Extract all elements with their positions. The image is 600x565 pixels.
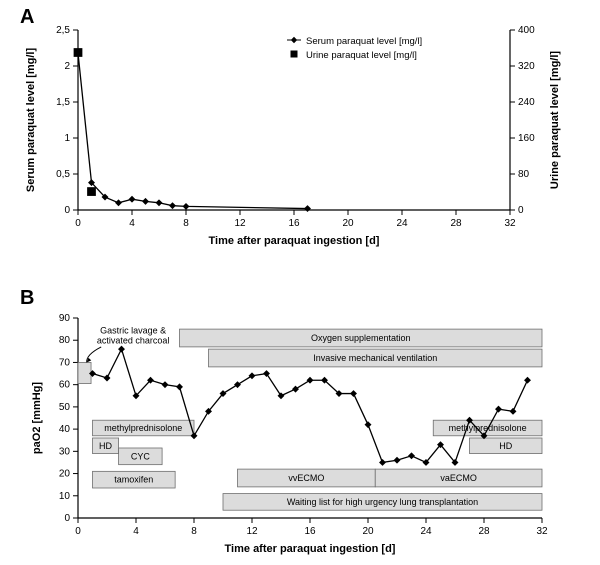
svg-text:Urine paraquat level [mg/l]: Urine paraquat level [mg/l] xyxy=(306,50,417,61)
svg-text:4: 4 xyxy=(133,526,139,537)
svg-text:0: 0 xyxy=(75,526,81,537)
svg-text:240: 240 xyxy=(518,97,535,108)
svg-text:32: 32 xyxy=(536,526,548,537)
panel-a-chart: 04812162024283200,511,522,50801602403204… xyxy=(0,0,600,290)
panel-a-label: A xyxy=(20,6,34,29)
svg-text:Urine paraquat level [mg/l]: Urine paraquat level [mg/l] xyxy=(549,51,561,189)
svg-text:320: 320 xyxy=(518,61,535,72)
svg-text:Gastric lavage &: Gastric lavage & xyxy=(100,326,166,336)
svg-text:0: 0 xyxy=(64,205,70,216)
svg-text:Time after paraquat ingestion: Time after paraquat ingestion [d] xyxy=(209,235,380,247)
svg-text:12: 12 xyxy=(246,526,258,537)
svg-text:Serum paraquat level [mg/l]: Serum paraquat level [mg/l] xyxy=(25,48,37,193)
svg-text:Invasive mechanical ventilatio: Invasive mechanical ventilation xyxy=(313,353,437,363)
svg-text:28: 28 xyxy=(478,526,490,537)
svg-text:Oxygen supplementation: Oxygen supplementation xyxy=(311,333,411,343)
svg-text:0: 0 xyxy=(64,513,70,524)
svg-text:vaECMO: vaECMO xyxy=(440,473,477,483)
svg-text:CYC: CYC xyxy=(131,451,151,461)
svg-text:0: 0 xyxy=(75,218,81,229)
svg-text:32: 32 xyxy=(504,218,516,229)
svg-text:400: 400 xyxy=(518,25,535,36)
svg-text:2,5: 2,5 xyxy=(56,25,70,36)
svg-text:12: 12 xyxy=(234,218,246,229)
svg-text:2: 2 xyxy=(64,61,70,72)
svg-text:HD: HD xyxy=(499,441,512,451)
panel-b-label: B xyxy=(20,287,34,310)
svg-text:50: 50 xyxy=(59,402,71,413)
svg-text:160: 160 xyxy=(518,133,535,144)
svg-text:24: 24 xyxy=(420,526,432,537)
svg-text:paO2 [mmHg]: paO2 [mmHg] xyxy=(31,382,43,454)
svg-text:activated charcoal: activated charcoal xyxy=(97,336,170,346)
svg-text:0: 0 xyxy=(518,205,524,216)
svg-text:0,5: 0,5 xyxy=(56,169,70,180)
svg-text:1: 1 xyxy=(64,133,70,144)
svg-text:Waiting list for high urgency: Waiting list for high urgency lung trans… xyxy=(287,497,478,507)
svg-text:methylprednisolone: methylprednisolone xyxy=(104,423,182,433)
svg-text:vvECMO: vvECMO xyxy=(288,473,324,483)
svg-text:80: 80 xyxy=(59,335,71,346)
svg-text:8: 8 xyxy=(191,526,197,537)
svg-text:28: 28 xyxy=(450,218,462,229)
svg-text:20: 20 xyxy=(342,218,354,229)
svg-text:20: 20 xyxy=(362,526,374,537)
svg-text:90: 90 xyxy=(59,313,71,324)
svg-text:Serum paraquat level [mg/l]: Serum paraquat level [mg/l] xyxy=(306,36,422,47)
svg-text:24: 24 xyxy=(396,218,408,229)
panel-b-chart: 0 4 8 12 16 20 24 28 32 0 10 20 30 40 50 60 70 80 90 Time a… xyxy=(0,290,600,565)
svg-text:HD: HD xyxy=(99,441,112,451)
svg-text:60: 60 xyxy=(59,380,71,391)
svg-text:8: 8 xyxy=(183,218,189,229)
svg-text:40: 40 xyxy=(59,424,71,435)
svg-text:20: 20 xyxy=(59,469,71,480)
svg-text:70: 70 xyxy=(59,357,71,368)
svg-text:1,5: 1,5 xyxy=(56,97,70,108)
svg-text:tamoxifen: tamoxifen xyxy=(114,475,153,485)
svg-text:16: 16 xyxy=(288,218,300,229)
svg-text:80: 80 xyxy=(518,169,530,180)
svg-text:10: 10 xyxy=(59,491,71,502)
svg-text:30: 30 xyxy=(59,446,71,457)
svg-text:4: 4 xyxy=(129,218,135,229)
svg-text:16: 16 xyxy=(304,526,316,537)
svg-text:Time after paraquat ingestion: Time after paraquat ingestion [d] xyxy=(225,543,396,555)
